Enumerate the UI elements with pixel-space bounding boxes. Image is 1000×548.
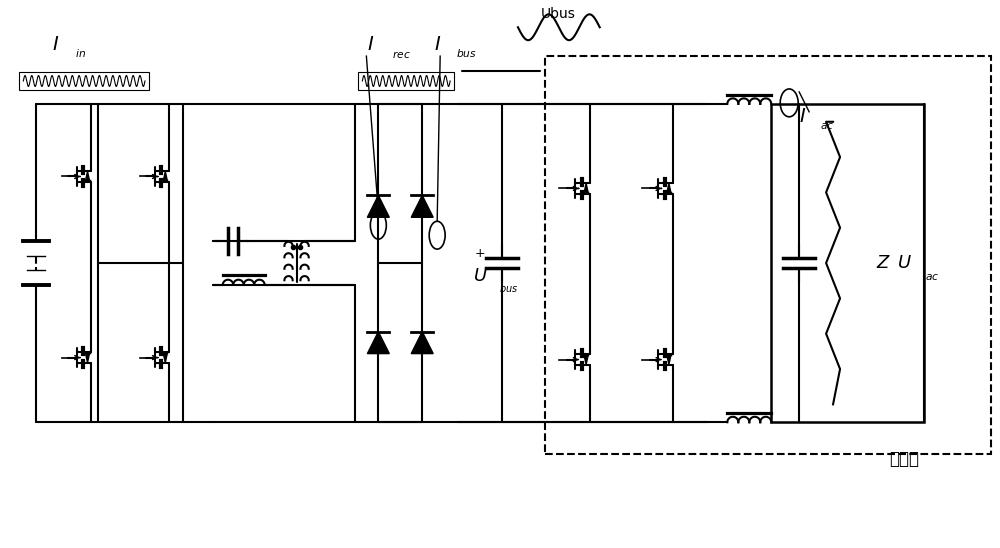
Polygon shape [584, 184, 588, 193]
Text: $_{bus}$: $_{bus}$ [499, 281, 519, 295]
Polygon shape [367, 332, 389, 353]
Text: $_{rec}$: $_{rec}$ [392, 44, 411, 60]
Text: $I$: $I$ [52, 35, 59, 54]
Polygon shape [163, 172, 167, 181]
Polygon shape [584, 355, 588, 364]
Text: $I$: $I$ [367, 35, 374, 54]
Text: $I$: $I$ [799, 107, 806, 126]
Text: $U$: $U$ [473, 267, 487, 285]
Bar [771, 104, 924, 423]
Polygon shape [667, 184, 671, 193]
Polygon shape [367, 196, 389, 218]
Text: 逆变器: 逆变器 [889, 450, 919, 468]
Bar [19, 72, 149, 90]
Polygon shape [85, 172, 90, 181]
Text: $_{ac}$: $_{ac}$ [925, 269, 939, 283]
Text: Ubus: Ubus [540, 7, 575, 21]
Polygon shape [411, 196, 433, 218]
Text: $_{in}$: $_{in}$ [75, 44, 86, 60]
Text: $_{bus}$: $_{bus}$ [456, 44, 477, 60]
Text: $Z$: $Z$ [876, 254, 891, 272]
Polygon shape [163, 352, 167, 363]
Text: $_{ac}$: $_{ac}$ [820, 117, 834, 132]
Polygon shape [85, 352, 90, 363]
Bar [358, 72, 454, 90]
Text: $U$: $U$ [897, 254, 912, 272]
Bar [545, 56, 991, 454]
Text: +: + [475, 247, 485, 260]
Polygon shape [667, 355, 671, 364]
Polygon shape [411, 332, 433, 353]
Text: $I$: $I$ [434, 35, 441, 54]
